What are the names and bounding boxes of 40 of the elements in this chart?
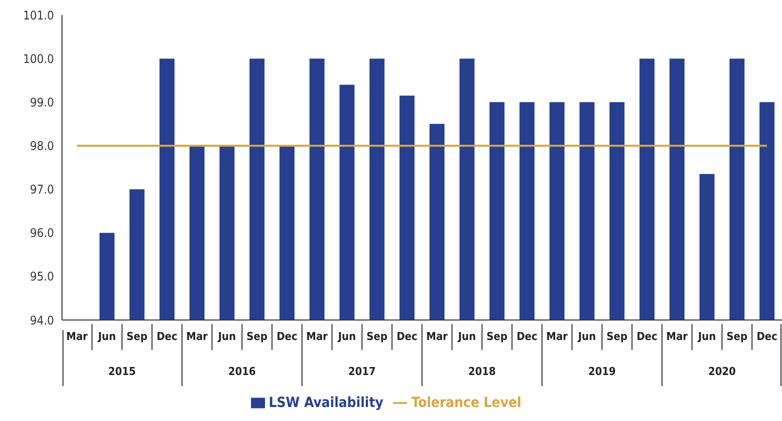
x-tick-label: Dec <box>636 330 658 343</box>
y-tick-label: 101.0 <box>23 8 54 22</box>
x-tick-label: Mar <box>666 330 688 343</box>
x-tick-label: Dec <box>396 330 418 343</box>
x-tick-label: Mar <box>546 330 568 343</box>
text: 2015 <box>108 365 136 378</box>
x-tick-label: Jun <box>97 330 116 343</box>
text: 2018 <box>468 365 496 378</box>
x-tick-label: Sep <box>246 330 268 343</box>
x-tick-label: Sep <box>486 330 508 343</box>
y-tick-label: 100.0 <box>23 52 54 66</box>
x-tick-label: Jun <box>457 330 476 343</box>
x-tick-label: Dec <box>516 330 538 343</box>
y-tick-label: 96.0 <box>30 226 54 240</box>
x-tick-label: Jun <box>217 330 236 343</box>
text: 2020 <box>708 365 736 378</box>
y-tick-label: 94.0 <box>30 313 54 328</box>
legend-label: LSW Availability <box>268 395 384 411</box>
y-tick-label: 99.0 <box>30 95 54 110</box>
text: 2017 <box>348 365 376 378</box>
x-tick-label: Mar <box>426 330 448 343</box>
x-tick-label: Dec <box>156 330 178 343</box>
y-tick-label: 95.0 <box>30 270 54 284</box>
x-tick-label: Jun <box>697 330 716 343</box>
legend-label: Tolerance Level <box>411 395 522 411</box>
x-tick-label: Sep <box>366 330 388 343</box>
y-tick-label: 98.0 <box>30 138 54 153</box>
x-tick-label: Sep <box>726 330 748 343</box>
x-tick-label: Sep <box>126 330 148 343</box>
x-tick-label: Sep <box>606 330 628 343</box>
x-tick-label: Dec <box>756 330 778 343</box>
x-tick-label: Mar <box>66 330 88 343</box>
x-tick-label: Jun <box>577 330 596 343</box>
text: 2016 <box>228 365 256 378</box>
x-tick-label: Jun <box>337 330 356 343</box>
y-tick-label: 97.0 <box>30 182 54 197</box>
x-tick-label: Mar <box>186 330 208 343</box>
text: 2019 <box>588 365 616 378</box>
x-tick-label: Dec <box>276 330 298 343</box>
x-tick-label: Mar <box>306 330 328 343</box>
